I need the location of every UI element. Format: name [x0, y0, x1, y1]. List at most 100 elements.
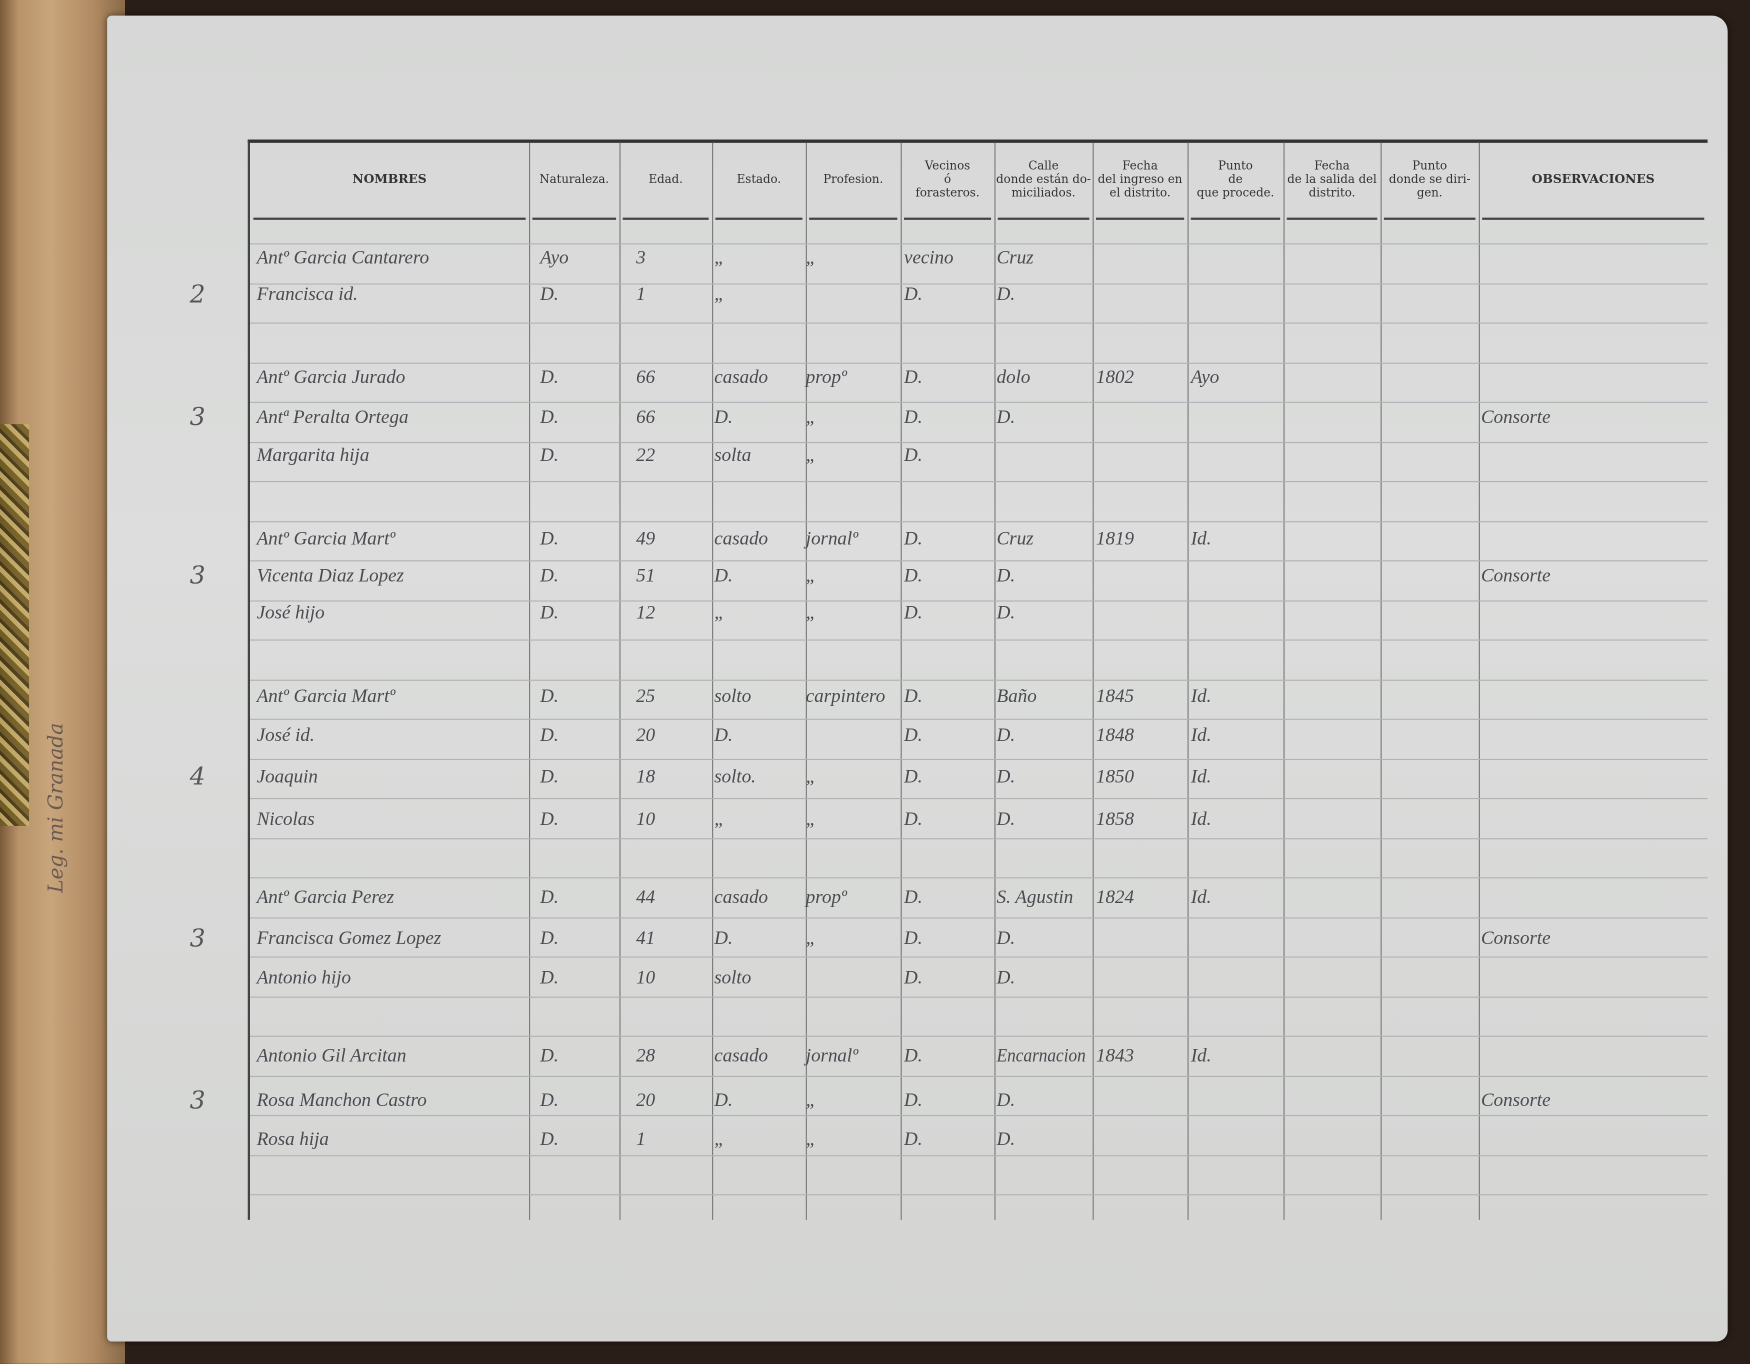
entry-cell: Id.	[1190, 527, 1212, 550]
entry-cell: D.	[540, 527, 559, 550]
entry-cell: D.	[540, 927, 559, 949]
entry-cell: 41	[636, 927, 656, 949]
entry-cell: Joaquin	[256, 765, 318, 787]
entry-cell: casado	[714, 1044, 769, 1066]
column-header: Edad.	[648, 172, 683, 187]
ruled-line	[249, 1194, 1708, 1196]
entry-cell: D.	[714, 406, 733, 428]
entry-cell: D.	[904, 886, 923, 908]
column-divider	[805, 142, 807, 1220]
header-rule	[809, 217, 898, 220]
entry-cell: D.	[714, 724, 733, 746]
entry-cell: Baño	[996, 685, 1037, 707]
ruled-line	[249, 322, 1708, 324]
entry-cell: D.	[540, 765, 559, 787]
ruled-line	[249, 441, 1708, 443]
entry-cell: D.	[996, 1128, 1016, 1150]
entry-cell: D.	[904, 724, 923, 746]
entry-cell: D.	[540, 1089, 559, 1111]
entry-cell: „	[805, 246, 817, 268]
entry-cell: D.	[904, 406, 923, 428]
entry-cell: Id.	[1190, 765, 1212, 787]
entry-cell: Antonio hijo	[256, 966, 352, 988]
entry-cell: D.	[540, 564, 559, 586]
header-rule	[997, 217, 1090, 220]
entry-cell: D.	[996, 724, 1016, 746]
entry-cell: Id.	[1190, 685, 1212, 707]
column-header: NOMBRES	[352, 171, 427, 187]
entry-cell: solta	[714, 444, 752, 466]
entry-cell: „	[714, 246, 725, 268]
entry-cell: 25	[636, 685, 656, 707]
column-header: Calle donde están do- miciliados.	[996, 159, 1091, 200]
column-header: Estado.	[736, 172, 782, 187]
ruled-line	[249, 1075, 1708, 1077]
column-divider	[1187, 142, 1189, 1220]
entry-cell: D.	[904, 366, 923, 388]
header-rule	[622, 217, 709, 220]
entry-cell: D.	[904, 564, 923, 586]
ruled-line	[249, 560, 1708, 562]
entry-cell: D.	[996, 927, 1016, 949]
entry-cell: „	[805, 1128, 817, 1150]
column-header: Punto de que procede.	[1196, 159, 1275, 200]
marbled-edge	[0, 424, 30, 826]
entry-cell: Rosa hija	[256, 1128, 329, 1150]
family-count: 3	[189, 1087, 206, 1115]
entry-cell: jornalº	[805, 527, 859, 550]
entry-cell: D.	[540, 1044, 559, 1066]
entry-cell: „	[805, 406, 817, 428]
ruled-line	[249, 481, 1708, 483]
entry-cell: solto.	[714, 765, 756, 787]
entry-cell: „	[805, 444, 817, 466]
entry-cell: 66	[636, 406, 656, 428]
entry-cell: D.	[540, 444, 559, 466]
entry-cell: Consorte	[1481, 927, 1551, 949]
entry-cell: D.	[996, 564, 1016, 586]
entry-cell: D.	[904, 283, 923, 305]
header-rule	[1383, 217, 1476, 220]
ruled-line	[249, 1035, 1708, 1037]
ruled-line	[249, 1154, 1708, 1156]
column-divider	[1092, 142, 1094, 1220]
entry-cell: Margarita hija	[256, 444, 370, 466]
entry-cell: D.	[714, 1089, 733, 1111]
header-rule	[1190, 217, 1281, 220]
entry-cell: D.	[714, 564, 733, 586]
ruled-line	[249, 797, 1708, 800]
column-header: Profesion.	[823, 172, 884, 187]
entry-cell: S. Agustin	[996, 886, 1074, 908]
entry-cell: 66	[636, 366, 656, 388]
ruled-line	[249, 599, 1708, 602]
entry-cell: solto	[714, 685, 752, 707]
entry-cell: Id.	[1190, 886, 1212, 908]
entry-cell: Antº Garcia Jurado	[256, 366, 406, 388]
entry-cell: „	[714, 1128, 725, 1150]
entry-cell: D.	[540, 966, 559, 988]
entry-cell: D.	[714, 927, 733, 949]
entry-cell: José id.	[256, 724, 315, 746]
column-header: Punto donde se diri- gen.	[1388, 159, 1471, 200]
entry-cell: D.	[904, 527, 923, 550]
ruled-line	[249, 520, 1708, 522]
column-header: Fecha del ingreso en el distrito.	[1097, 159, 1183, 200]
entry-cell: „	[714, 283, 725, 305]
book-binding	[0, 0, 125, 1364]
entry-cell: Cruz	[996, 527, 1034, 550]
entry-cell: Vicenta Diaz Lopez	[256, 564, 404, 586]
column-header: Naturaleza.	[539, 172, 610, 187]
header-rule	[904, 217, 992, 220]
entry-cell: Cruz	[996, 246, 1034, 268]
column-header: OBSERVACIONES	[1531, 171, 1655, 187]
column-header: Fecha de la salida del distrito.	[1287, 159, 1377, 200]
entry-cell: D.	[904, 966, 923, 988]
entry-cell: 12	[636, 601, 656, 623]
column-divider	[619, 142, 621, 1220]
column-divider	[529, 142, 531, 1220]
entry-cell: D.	[904, 1128, 923, 1150]
entry-cell: D.	[996, 406, 1016, 428]
ruled-line	[249, 996, 1708, 998]
entry-cell: Ayo	[540, 246, 569, 268]
entry-cell: Antº Garcia Cantarero	[256, 246, 430, 268]
